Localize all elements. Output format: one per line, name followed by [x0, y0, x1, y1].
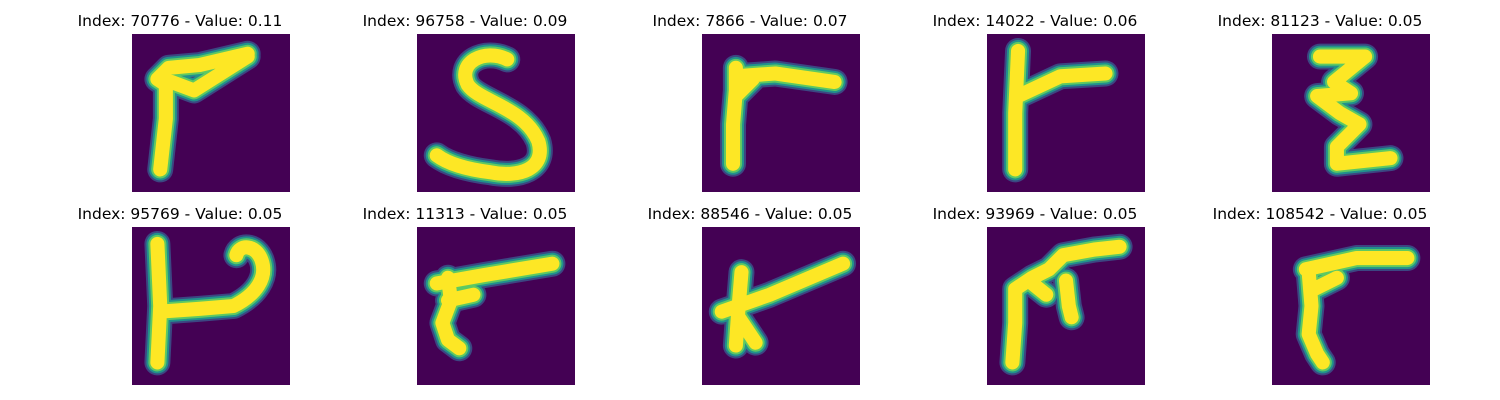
digit-stroke: [150, 46, 255, 177]
digit-stroke: [1298, 250, 1415, 370]
digit-stroke: [1005, 239, 1127, 370]
panel-4: Index: 14022 - Value: 0.06: [885, 0, 1185, 192]
digit-stroke: [1310, 49, 1398, 171]
panel-title: Index: 108542 - Value: 0.05: [1212, 205, 1428, 223]
panel-9: Index: 93969 - Value: 0.05: [885, 193, 1185, 385]
digit-image: [1272, 227, 1430, 385]
panel-6: Index: 95769 - Value: 0.05: [30, 193, 330, 385]
panel-3: Index: 7866 - Value: 0.07: [600, 0, 900, 192]
digit-image: [702, 34, 860, 192]
digit-image: [987, 34, 1145, 192]
digit-stroke: [429, 256, 560, 356]
digit-stroke: [429, 48, 547, 181]
digit-stroke: [725, 60, 842, 171]
digit-image: [132, 34, 290, 192]
digit-image: [417, 227, 575, 385]
digit-image: [417, 34, 575, 192]
panel-8: Index: 88546 - Value: 0.05: [600, 193, 900, 385]
digit-stroke: [150, 236, 271, 370]
panel-5: Index: 81123 - Value: 0.05: [1170, 0, 1470, 192]
panel-title: Index: 11313 - Value: 0.05: [362, 205, 568, 223]
panel-10: Index: 108542 - Value: 0.05: [1170, 193, 1470, 385]
panel-title: Index: 81123 - Value: 0.05: [1217, 12, 1423, 30]
panel-7: Index: 11313 - Value: 0.05: [315, 193, 615, 385]
digit-image: [1272, 34, 1430, 192]
panel-title: Index: 7866 - Value: 0.07: [652, 12, 848, 30]
panel-title: Index: 95769 - Value: 0.05: [77, 205, 283, 223]
panel-title: Index: 14022 - Value: 0.06: [932, 12, 1138, 30]
panel-1: Index: 70776 - Value: 0.11: [30, 0, 330, 192]
digit-image: [132, 227, 290, 385]
digit-image: [702, 227, 860, 385]
panel-2: Index: 96758 - Value: 0.09: [315, 0, 615, 192]
digit-stroke: [1008, 43, 1113, 177]
digit-stroke: [714, 256, 851, 353]
panel-title: Index: 93969 - Value: 0.05: [932, 205, 1138, 223]
panel-title: Index: 96758 - Value: 0.09: [362, 12, 568, 30]
digit-image: [987, 227, 1145, 385]
panel-title: Index: 88546 - Value: 0.05: [647, 205, 853, 223]
panel-title: Index: 70776 - Value: 0.11: [77, 12, 283, 30]
